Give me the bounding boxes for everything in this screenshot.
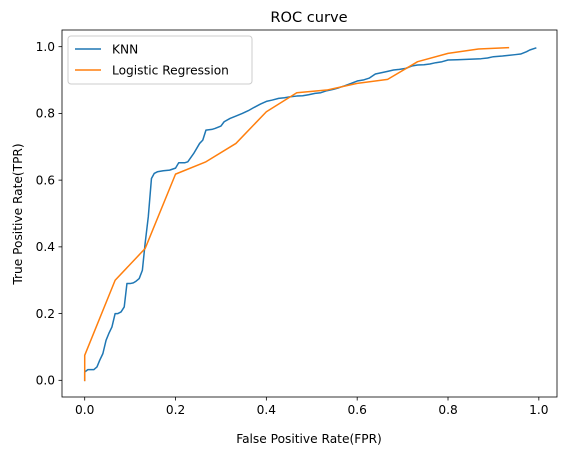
legend-label: Logistic Regression xyxy=(112,63,229,77)
axes-background xyxy=(62,30,557,397)
x-tick-label: 0.6 xyxy=(347,403,366,417)
x-tick-label: 1.0 xyxy=(529,403,548,417)
chart-title: ROC curve xyxy=(270,9,347,26)
y-tick-label: 0.0 xyxy=(36,374,55,388)
y-tick-label: 0.4 xyxy=(36,240,56,254)
y-axis-ticks: 0.0 0.2 0.4 0.6 0.8 1.0 xyxy=(36,40,62,388)
x-tick-label: 0.2 xyxy=(166,403,185,417)
y-tick-label: 1.0 xyxy=(36,40,55,54)
y-tick-label: 0.6 xyxy=(36,173,55,187)
plot-area xyxy=(61,29,558,398)
series-line-logistic-regression xyxy=(83,46,510,382)
axes-frame xyxy=(61,29,558,398)
x-axis-ticks: 0.0 0.2 0.4 0.6 0.8 1.0 xyxy=(75,397,549,417)
legend-frame xyxy=(67,35,253,85)
y-tick-label: 0.2 xyxy=(36,307,55,321)
series-line-knn xyxy=(83,47,537,382)
y-tick-label: 0.8 xyxy=(36,107,55,121)
x-tick-label: 0.0 xyxy=(75,403,94,417)
y-axis-label: True Positive Rate(TPR) xyxy=(11,143,25,285)
x-tick-label: 0.4 xyxy=(257,403,277,417)
x-axis-label: False Positive Rate(FPR) xyxy=(236,432,382,446)
legend-label: KNN xyxy=(112,42,138,56)
x-tick-label: 0.8 xyxy=(438,403,457,417)
series-layer xyxy=(83,46,537,382)
legend: KNN Logistic Regression xyxy=(67,35,253,85)
